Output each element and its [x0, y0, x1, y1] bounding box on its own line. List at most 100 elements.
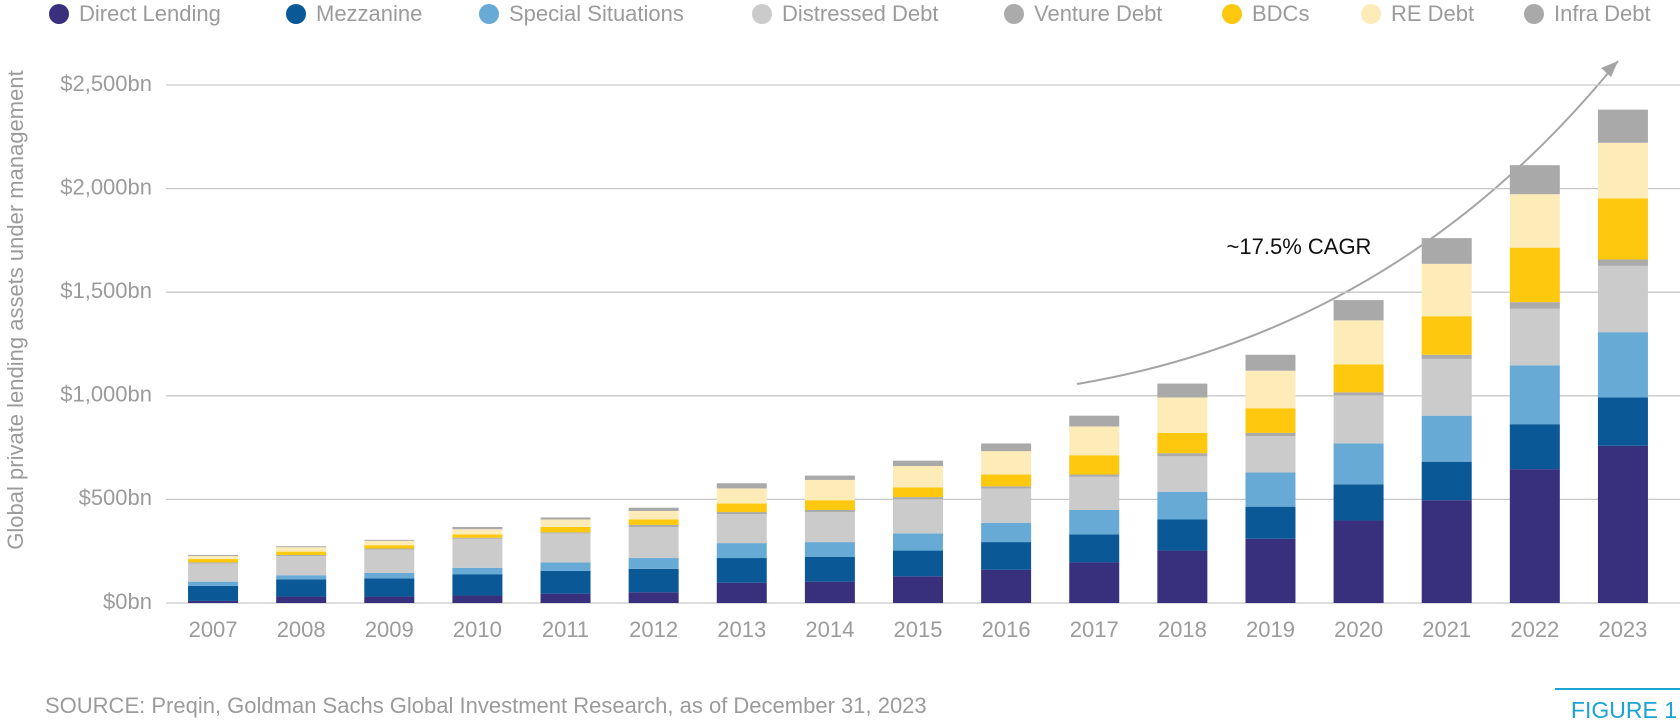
bar-segment: [893, 499, 943, 534]
bar-segment: [188, 581, 239, 586]
bar-segment: [981, 522, 1032, 543]
bar-segment: [188, 554, 239, 556]
bar-segment: [981, 488, 1032, 523]
x-tick-label: 2020: [1334, 617, 1383, 642]
bar-segment: [1509, 194, 1560, 248]
bar-segment: [628, 568, 679, 593]
bar-segment: [364, 545, 415, 549]
cagr-arrow: [1076, 60, 1619, 385]
bar-segment: [364, 540, 415, 546]
bar-segment: [893, 487, 943, 498]
bar-segment: [1597, 265, 1648, 333]
legend-label: Special Situations: [509, 1, 684, 26]
bar-segment: [452, 538, 503, 568]
bar-segment: [804, 509, 855, 513]
bar-segment: [276, 579, 327, 597]
bar-segment: [1509, 302, 1560, 309]
bar-segment: [1069, 534, 1120, 563]
y-tick-label: $2,500bn: [60, 71, 152, 96]
bar-segment: [716, 582, 767, 603]
bar-segment: [893, 497, 943, 500]
bar-segment: [1421, 461, 1472, 501]
bar-segment: [1069, 415, 1120, 427]
bar-segment: [1157, 397, 1208, 433]
x-tick-label: 2011: [542, 617, 589, 642]
bar-segment: [804, 512, 855, 543]
bar-segment: [1157, 456, 1208, 492]
annotation: ~17.5% CAGR: [1227, 234, 1372, 259]
bar-segment: [893, 466, 943, 488]
bar-segment: [893, 576, 943, 603]
bar-segment: [804, 500, 855, 510]
bar-segment: [1157, 453, 1208, 457]
bar-segment: [716, 488, 767, 504]
bar-segment: [716, 483, 767, 489]
cagr-arrowhead: [1601, 61, 1618, 77]
bar-segment: [188, 562, 239, 564]
bar-segment: [1245, 538, 1296, 603]
bar-segment: [540, 562, 591, 571]
bar-segment: [1245, 435, 1296, 473]
bar-segment: [804, 475, 855, 480]
y-tick-label: $0bn: [103, 589, 152, 614]
bar-segment: [1069, 509, 1120, 535]
bar-segment: [981, 443, 1032, 452]
bar-segment: [1509, 165, 1560, 195]
legend-swatch: [286, 4, 306, 24]
legend-swatch: [1222, 4, 1242, 24]
bar-segment: [276, 546, 327, 548]
bar-segment: [981, 569, 1032, 603]
bar-segment: [1597, 109, 1648, 143]
bar-segment: [1421, 316, 1472, 355]
bar-segment: [188, 555, 239, 560]
bar-segment: [276, 596, 327, 603]
bar-segment: [188, 600, 239, 603]
bar-segment: [1333, 320, 1384, 365]
bar-segment: [540, 532, 591, 534]
x-tick-label: 2023: [1598, 617, 1647, 642]
legend-swatch: [49, 4, 69, 24]
bar-segment: [1245, 506, 1296, 539]
x-tick-label: 2013: [717, 617, 766, 642]
bar-segment: [1245, 472, 1296, 507]
bar-segment: [716, 514, 767, 544]
x-tick-label: 2012: [629, 617, 678, 642]
bar-segment: [628, 507, 679, 512]
bar-segment: [188, 563, 239, 582]
bar-segment: [1421, 500, 1472, 603]
bar-segment: [1157, 550, 1208, 603]
legend-label: BDCs: [1252, 1, 1309, 26]
bar-segment: [981, 542, 1032, 570]
bar-segment: [1333, 364, 1384, 393]
y-tick-label: $1,500bn: [60, 278, 152, 303]
bar-segment: [981, 451, 1032, 475]
bar-segment: [1333, 300, 1384, 321]
bar-segment: [1333, 395, 1384, 444]
bar-segment: [1509, 308, 1560, 366]
bar-segment: [893, 550, 943, 577]
bar-segment: [188, 585, 239, 601]
bar-segment: [1333, 443, 1384, 485]
bar-segment: [452, 526, 503, 530]
bar-segment: [1069, 476, 1120, 510]
bar-segment: [1597, 332, 1648, 398]
bar-segment: [804, 581, 855, 603]
bar-segment: [1597, 259, 1648, 266]
legend-label: Mezzanine: [316, 1, 422, 26]
bar-segment: [276, 554, 327, 556]
bar-segment: [364, 539, 415, 541]
bar-segment: [452, 574, 503, 596]
bar-segment: [276, 555, 327, 576]
legend-swatch: [1361, 4, 1381, 24]
bar-segment: [1069, 474, 1120, 477]
bar-segment: [1157, 491, 1208, 520]
bar-segment: [716, 503, 767, 513]
legend-label: Distressed Debt: [782, 1, 939, 26]
x-tick-label: 2015: [894, 617, 943, 642]
bar-segment: [1597, 445, 1648, 603]
y-axis-label: Global private lending assets under mana…: [3, 70, 28, 549]
bar-segment: [1421, 354, 1472, 359]
bar-segment: [452, 529, 503, 535]
